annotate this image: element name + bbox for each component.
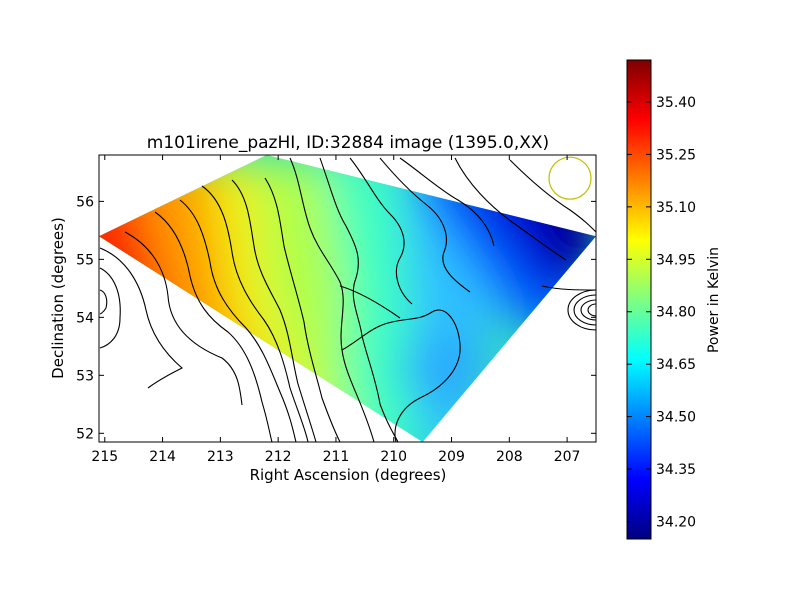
colorbar-axis: 34.20 34.35 34.50 34.65 34.80 34.95 35.10 35.25…: [627, 95, 696, 531]
x-tick-label: 207: [554, 449, 581, 465]
colorbar-gradient: [626, 59, 652, 540]
colorbar-tick-label: 35.40: [656, 95, 696, 111]
y-tick-label: 56: [76, 194, 94, 210]
x-tick-label: 213: [207, 449, 234, 465]
y-tick-label: 53: [76, 368, 94, 384]
chart-title: m101irene_pazHI, ID:32884 image (1395.0,…: [147, 133, 549, 153]
plot-frame: [98, 154, 597, 443]
colorbar-tick-label: 34.65: [656, 357, 696, 373]
colorbar-tick-label: 34.20: [656, 515, 696, 531]
x-tick-label: 209: [438, 449, 465, 465]
y-tick-label: 55: [76, 252, 94, 268]
x-tick-label: 212: [265, 449, 292, 465]
x-tick-label: 214: [149, 449, 176, 465]
colorbar-tick-label: 35.10: [656, 200, 696, 216]
contour-lines: [99, 157, 596, 442]
colorbar-tick-label: 34.50: [656, 410, 696, 426]
y-tick-label: 52: [76, 426, 94, 442]
x-tick-label: 215: [91, 449, 118, 465]
y-tick-label: 54: [76, 310, 94, 326]
colorbar-tick-label: 35.25: [656, 147, 696, 163]
y-axis-label: Declination (degrees): [49, 217, 67, 379]
x-tick-label: 211: [323, 449, 350, 465]
colorbar-label: Power in Kelvin: [706, 247, 722, 353]
colorbar-tick-label: 34.95: [656, 252, 696, 268]
colorbar: 34.20 34.35 34.50 34.65 34.80 34.95 35.10 35.25…: [626, 59, 722, 540]
plot-area: 215 214 213 212 211 210 209 208 207 52 53 54 55 56: [76, 154, 597, 465]
y-axis: 52 53 54 55 56: [76, 194, 596, 442]
x-axis: 215 214 213 212 211 210 209 208 207: [91, 155, 580, 465]
beam-ellipse: [548, 156, 592, 200]
colorbar-tick-label: 34.35: [656, 462, 696, 478]
x-tick-label: 208: [496, 449, 523, 465]
colorbar-tick-label: 34.80: [656, 305, 696, 321]
x-axis-label: Right Ascension (degrees): [250, 466, 447, 484]
x-tick-label: 210: [380, 449, 407, 465]
